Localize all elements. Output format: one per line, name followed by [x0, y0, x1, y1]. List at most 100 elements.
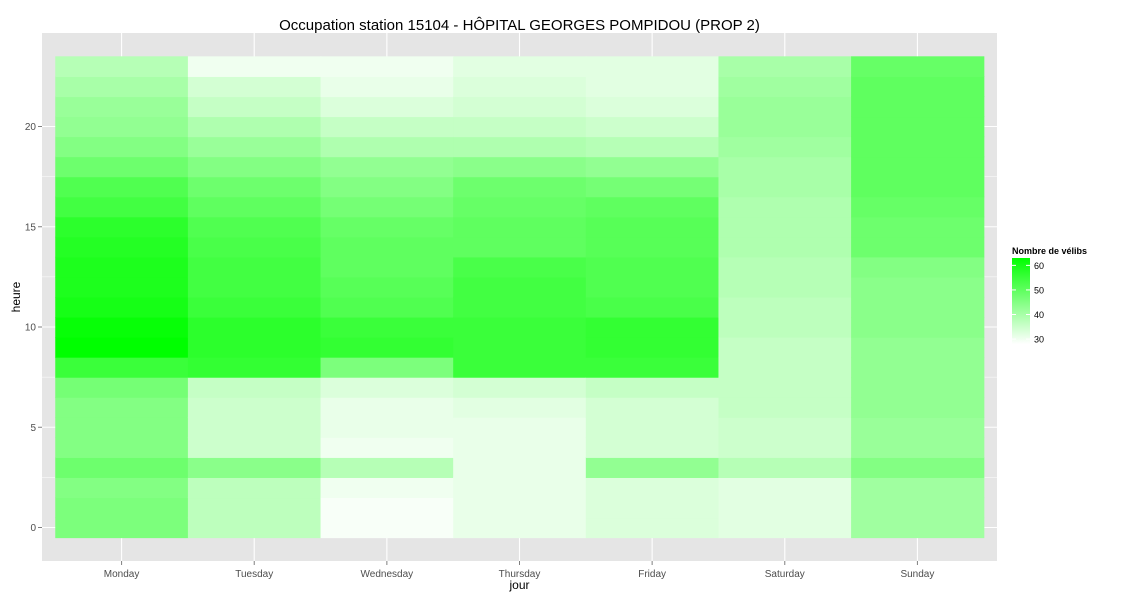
heatmap-tile [718, 216, 852, 238]
heatmap-tile [453, 96, 587, 118]
heatmap-tile [585, 156, 720, 178]
heatmap-tile [585, 357, 720, 378]
heatmap-tile [585, 296, 720, 318]
heatmap-tile [453, 176, 587, 198]
heatmap-tile [320, 377, 454, 398]
heatmap-tile [585, 196, 720, 218]
legend-ticks: 60 50 40 30 [1012, 261, 1044, 345]
heatmap-tile [187, 457, 322, 478]
heatmap-tile [718, 176, 852, 198]
legend-title: Nombre de vélibs [1012, 246, 1087, 256]
heatmap-tile [718, 497, 852, 519]
heatmap-tile [320, 196, 454, 218]
heatmap-tile [718, 457, 852, 478]
heatmap-tile [585, 76, 720, 98]
heatmap-tile [718, 417, 852, 438]
heatmap-tile [320, 176, 454, 198]
heatmap-tile [55, 196, 189, 218]
heatmap-tile [320, 256, 454, 278]
x-tick-label: Tuesday [235, 569, 273, 580]
y-tick-label: 15 [25, 222, 37, 233]
heatmap-tile [585, 56, 720, 77]
heatmap-tile [187, 216, 322, 238]
heatmap-tile [585, 477, 720, 499]
heatmap-tile [187, 397, 322, 418]
heatmap-tile [718, 56, 852, 77]
heatmap-tile [453, 136, 587, 158]
heatmap-tile [55, 417, 189, 438]
chart-title: Occupation station 15104 - HÔPITAL GEORG… [279, 17, 760, 34]
heatmap-tile [55, 477, 189, 499]
heatmap-tile [718, 377, 852, 398]
heatmap-tile [55, 56, 189, 77]
heatmap-tile [320, 216, 454, 238]
heatmap-tile [320, 357, 454, 378]
heatmap-tile [851, 397, 985, 418]
heatmap-tile [585, 497, 720, 519]
heatmap-tile [187, 377, 322, 398]
heatmap-tile [718, 517, 852, 539]
y-tick-label: 0 [30, 523, 36, 534]
heatmap-tile [187, 296, 322, 318]
heatmap-tile [55, 136, 189, 158]
heatmap-tile [55, 517, 189, 539]
x-axis: Monday Tuesday Wednesday Thursday Friday Satu… [104, 561, 934, 580]
heatmap-tile [453, 56, 587, 77]
heatmap-tile [851, 196, 985, 218]
heatmap-tile [55, 497, 189, 519]
heatmap-tile [718, 76, 852, 98]
heatmap-tile [453, 357, 587, 378]
heatmap-tile [453, 116, 587, 138]
heatmap-tile [320, 156, 454, 178]
heatmap-tile [585, 256, 720, 278]
y-axis-title: heure [9, 281, 23, 312]
heatmap-tile [851, 216, 985, 238]
heatmap-tile [453, 417, 587, 438]
heatmap-tile [851, 176, 985, 198]
heatmap-tile [851, 96, 985, 118]
heatmap-tile [453, 337, 587, 358]
heatmap-tile [55, 76, 189, 98]
heatmap-tile [320, 96, 454, 118]
heatmap-tile [320, 296, 454, 318]
heatmap-tile [320, 417, 454, 438]
heatmap-tile [851, 437, 985, 458]
x-tick-label: Saturday [765, 569, 805, 580]
heatmap-tile [585, 397, 720, 418]
heatmap-tile [453, 316, 587, 338]
heatmap-tile [718, 296, 852, 318]
heatmap-tile [453, 397, 587, 418]
heatmap-tile [55, 377, 189, 398]
heatmap-tile [851, 276, 985, 298]
heatmap-tile [453, 256, 587, 278]
heatmap-tile [851, 357, 985, 378]
heatmap-tile [585, 517, 720, 539]
heatmap-tile [585, 457, 720, 478]
heatmap-tile [320, 116, 454, 138]
heatmap-tile [718, 357, 852, 378]
heatmap-tile [453, 477, 587, 499]
heatmap-tile [55, 156, 189, 178]
heatmap-tile [453, 76, 587, 98]
heatmap-tile [453, 377, 587, 398]
heatmap-tile [320, 276, 454, 298]
x-axis-title: jour [508, 578, 529, 592]
heatmap-tile [187, 437, 322, 458]
heatmap-tile [851, 497, 985, 519]
x-tick-label: Wednesday [361, 569, 414, 580]
heatmap-tile [585, 176, 720, 198]
heatmap-tile [187, 236, 322, 258]
heatmap-tile [187, 176, 322, 198]
heatmap-tile [585, 316, 720, 338]
heatmap-tile [718, 156, 852, 178]
y-tick-label: 10 [25, 323, 37, 334]
heatmap-tile [187, 337, 322, 358]
heatmap-tile [187, 316, 322, 338]
heatmap-tile [55, 437, 189, 458]
heatmap-tile [55, 236, 189, 258]
heatmap-tile [453, 437, 587, 458]
heatmap-tile [55, 116, 189, 138]
heatmap-tile [320, 76, 454, 98]
heatmap-tile [453, 236, 587, 258]
heatmap-tile [851, 377, 985, 398]
